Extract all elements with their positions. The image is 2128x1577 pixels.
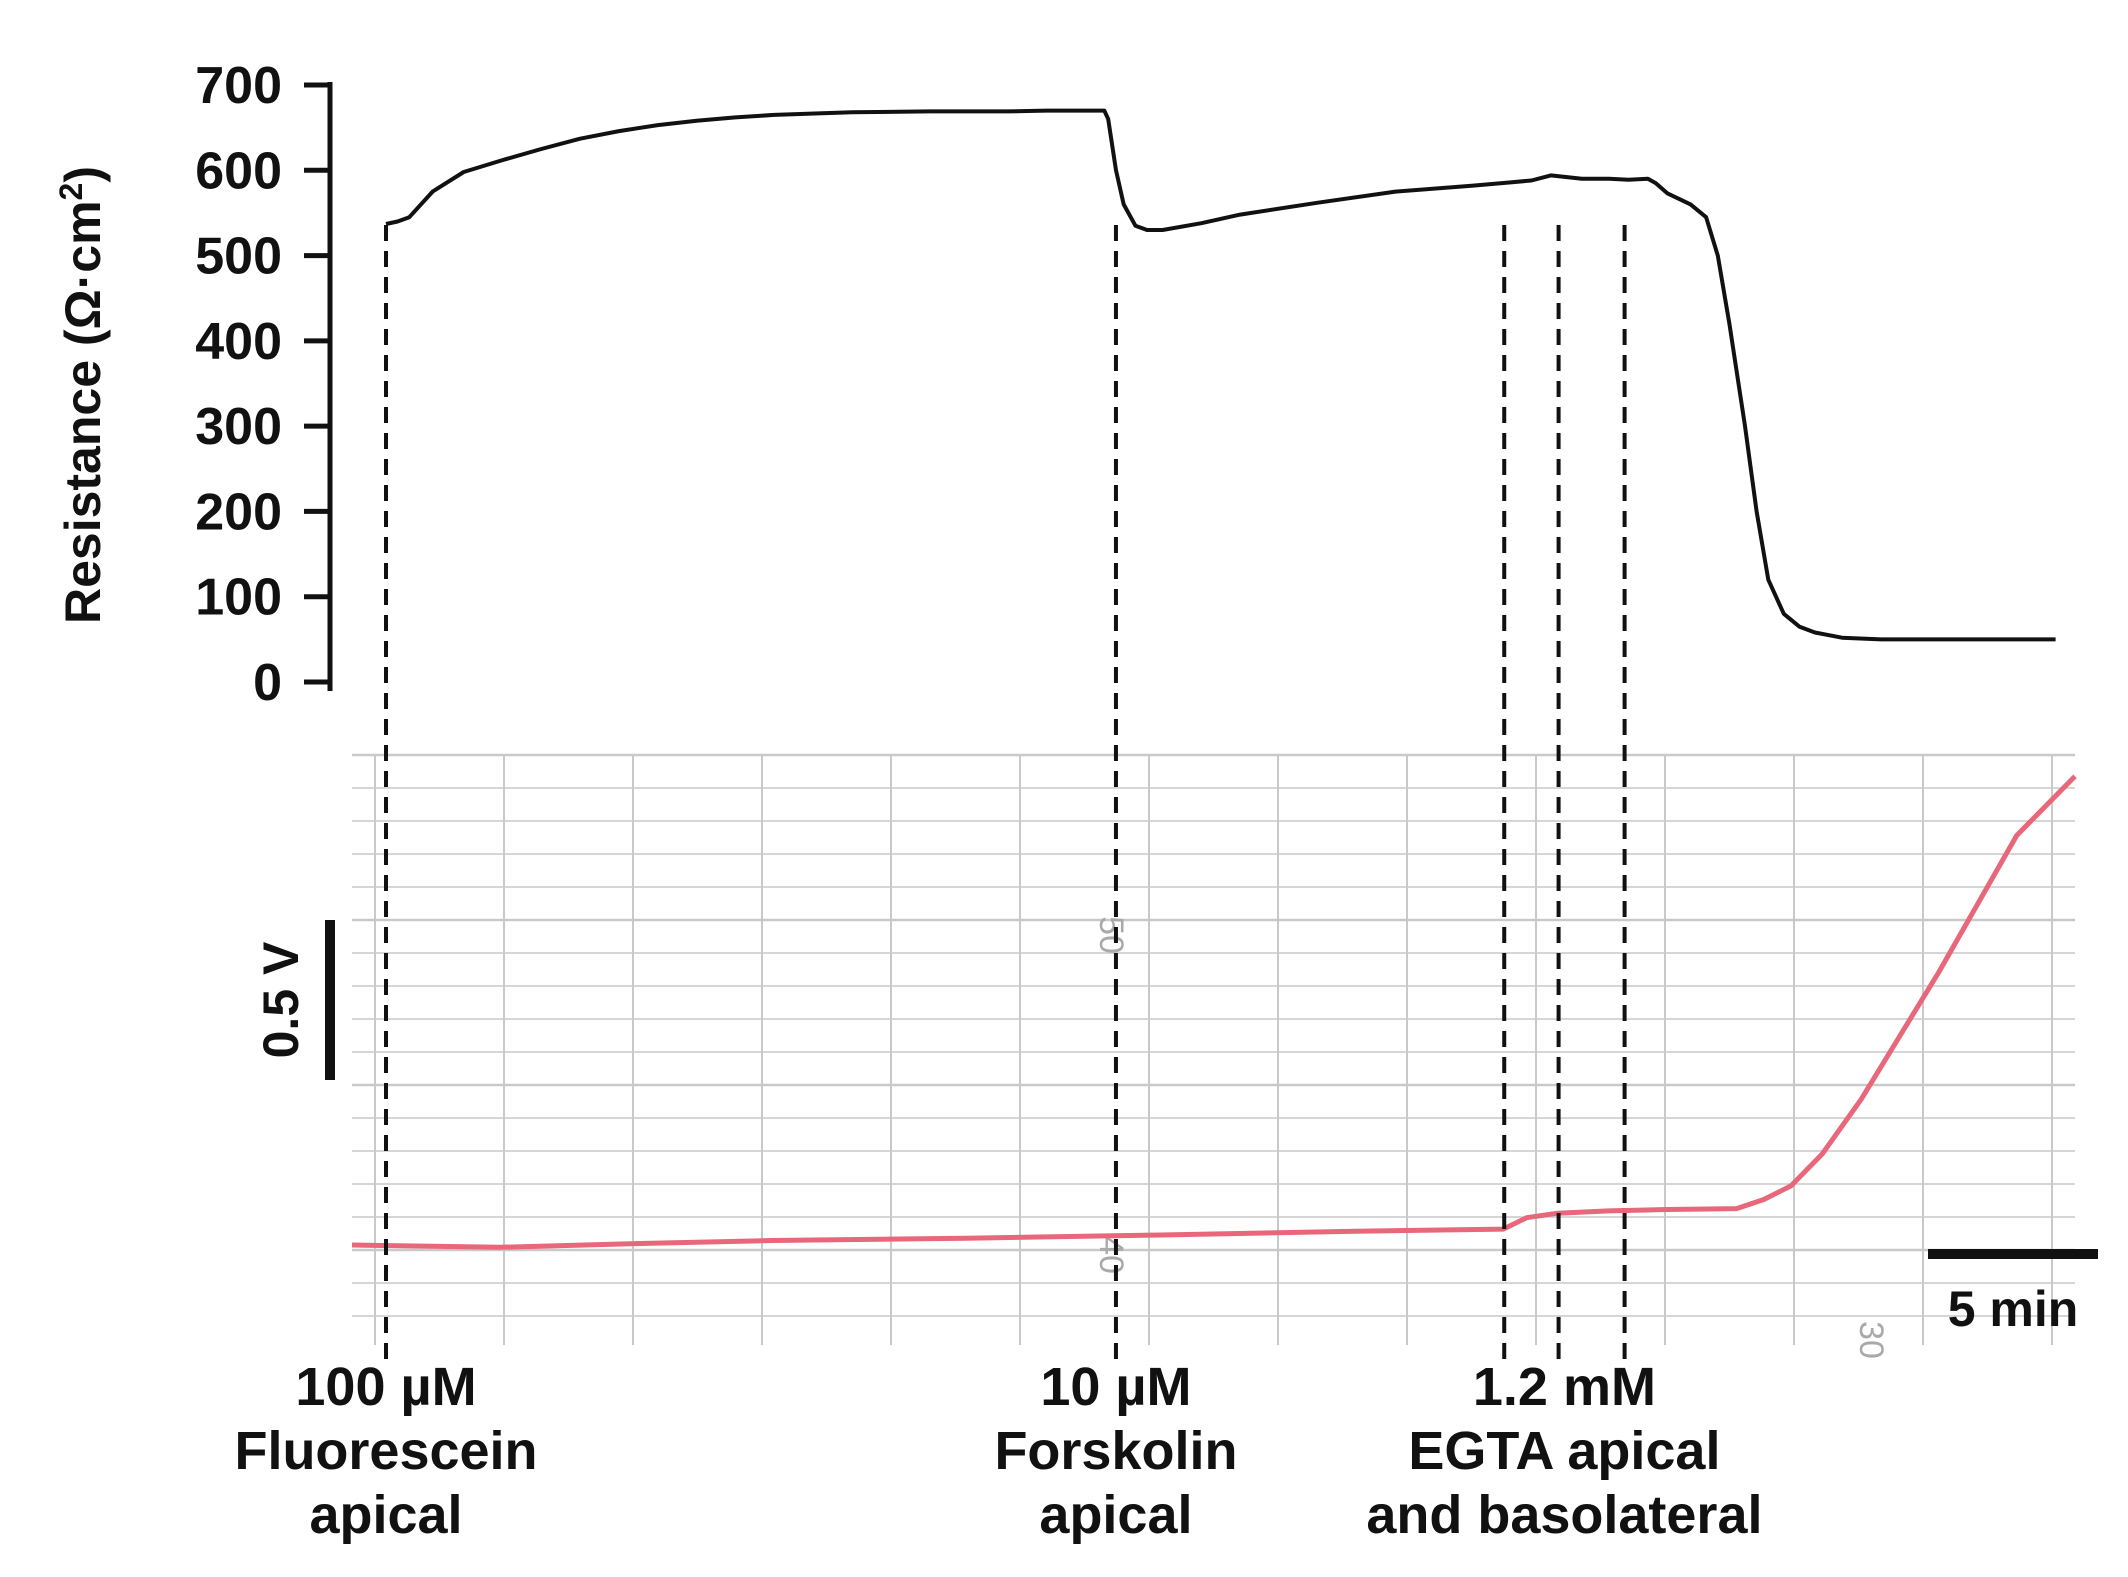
voltage-scale-bar: 0.5 V bbox=[253, 920, 335, 1080]
event-annotation-line: EGTA apical bbox=[1408, 1421, 1720, 1481]
resistance-y-tick-label: 100 bbox=[195, 569, 282, 627]
event-annotation-line: and basolateral bbox=[1366, 1485, 1762, 1545]
paper-mark-50: 50 bbox=[1092, 916, 1130, 954]
time-scale-bar: 5 min bbox=[1928, 1249, 2098, 1337]
resistance-y-tick-label: 600 bbox=[195, 142, 282, 200]
chart-paper-grid bbox=[352, 753, 2075, 1345]
resistance-series-line bbox=[385, 108, 2056, 642]
resistance-y-axis-label-main: Resistance (Ω·cm bbox=[55, 200, 111, 624]
resistance-y-tick-label: 400 bbox=[195, 313, 282, 371]
resistance-y-tick-label: 200 bbox=[195, 483, 282, 541]
event-annotation-2: 1.2 mM EGTA apical and basolateral bbox=[1366, 1357, 1762, 1545]
paper-mark-40: 40 bbox=[1092, 1236, 1130, 1274]
event-annotation-0: 100 µM Fluorescein apical bbox=[234, 1357, 537, 1545]
time-scale-bar-label: 5 min bbox=[1948, 1281, 2079, 1337]
event-annotation-line: apical bbox=[309, 1485, 462, 1545]
event-annotation-1: 10 µM Forskolin apical bbox=[994, 1357, 1237, 1545]
resistance-y-ticks: 0 100 200 300 400 500 600 700 bbox=[195, 57, 330, 712]
resistance-y-tick-label: 700 bbox=[195, 57, 282, 115]
paper-mark-30: 30 bbox=[1852, 1321, 1890, 1359]
resistance-y-axis-label: Resistance (Ω·cm2) bbox=[53, 166, 111, 624]
resistance-y-tick-label: 300 bbox=[195, 398, 282, 456]
resistance-y-axis: 0 100 200 300 400 500 600 700 Resistance (Ω·cm2… bbox=[53, 57, 333, 712]
voltage-series-line bbox=[351, 774, 2077, 1250]
resistance-y-axis-label-close: ) bbox=[55, 166, 111, 183]
event-markers bbox=[384, 225, 1627, 1360]
event-annotation-line: apical bbox=[1039, 1485, 1192, 1545]
resistance-y-axis-label-sup: 2 bbox=[53, 183, 89, 201]
resistance-y-tick-label: 0 bbox=[253, 654, 282, 712]
voltage-scale-bar-label: 0.5 V bbox=[253, 941, 309, 1058]
event-annotation-line: Forskolin bbox=[994, 1421, 1237, 1481]
voltage-chart: 50 40 30 0.5 V 5 min bbox=[253, 753, 2098, 1359]
event-annotation-line: 1.2 mM bbox=[1473, 1357, 1656, 1417]
event-annotation-line: 10 µM bbox=[1040, 1357, 1191, 1417]
resistance-y-tick-label: 500 bbox=[195, 228, 282, 286]
resistance-chart: 0 100 200 300 400 500 600 700 Resistance (Ω·cm2… bbox=[53, 57, 2056, 712]
event-annotation-line: Fluorescein bbox=[234, 1421, 537, 1481]
event-annotation-line: 100 µM bbox=[295, 1357, 476, 1417]
